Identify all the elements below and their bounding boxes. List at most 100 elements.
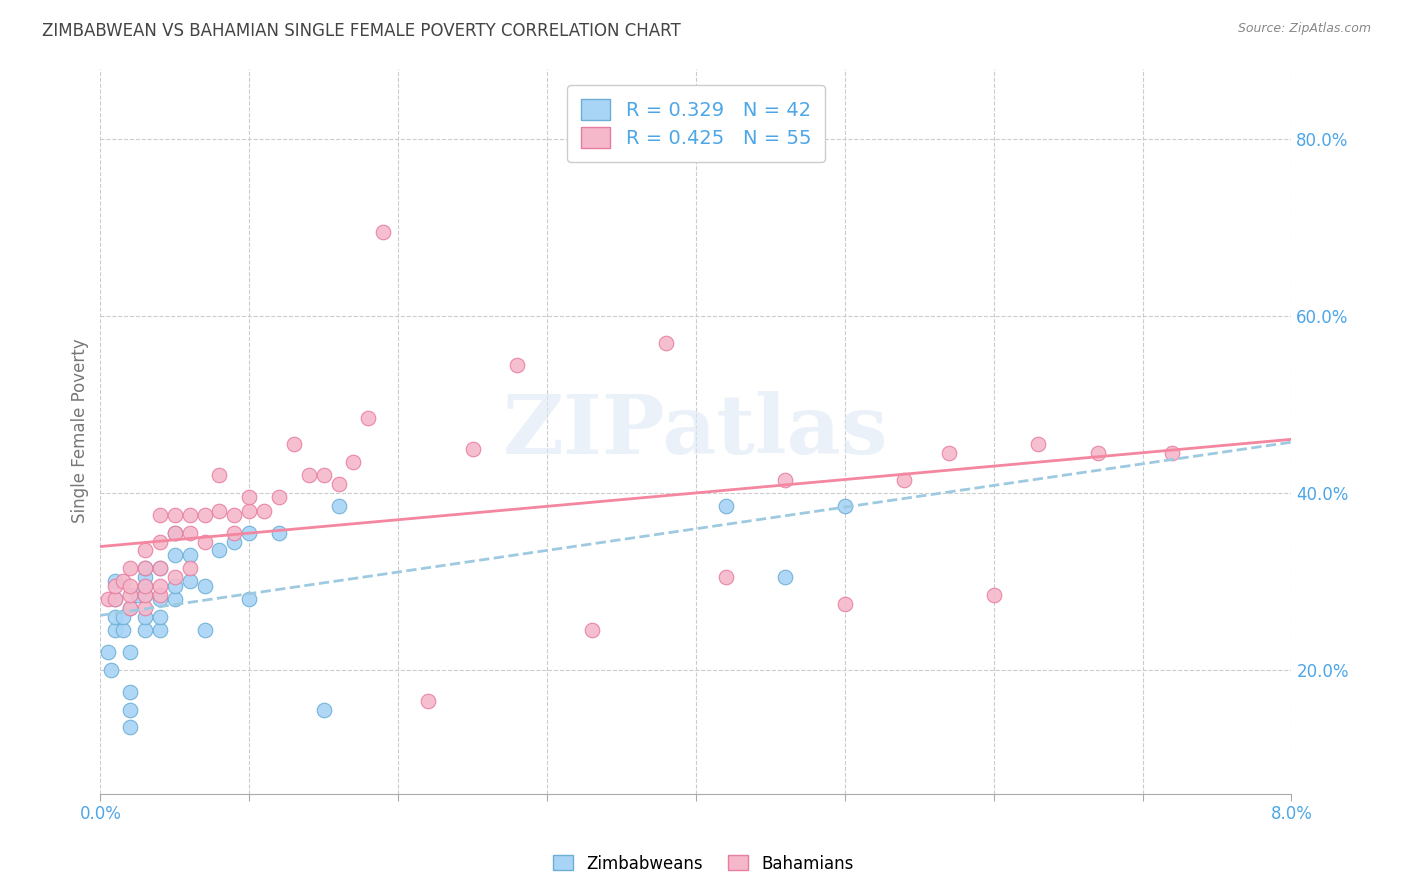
Y-axis label: Single Female Poverty: Single Female Poverty [72,339,89,524]
Point [373,225,395,239]
Point [312,703,335,717]
Point [163,525,186,540]
Point [149,609,172,624]
Point [267,525,290,540]
Point [194,623,217,637]
Point [104,623,127,637]
Point [238,525,260,540]
Point [120,601,142,615]
Point [120,561,142,575]
Point [773,570,796,584]
Point [893,473,915,487]
Point [208,504,231,518]
Point [312,468,335,483]
Point [134,543,156,558]
Point [134,561,156,575]
Point [714,500,737,514]
Point [1028,437,1050,451]
Point [149,623,172,637]
Point [461,442,484,456]
Point [163,579,186,593]
Point [120,645,142,659]
Point [127,588,149,602]
Point [149,579,172,593]
Point [149,588,172,602]
Point [163,570,186,584]
Point [149,508,172,522]
Legend: R = 0.329   N = 42, R = 0.425   N = 55: R = 0.329 N = 42, R = 0.425 N = 55 [567,86,825,162]
Point [238,491,260,505]
Point [179,561,201,575]
Point [179,548,201,562]
Point [194,579,217,593]
Point [111,609,134,624]
Point [111,623,134,637]
Point [104,592,127,607]
Point [581,623,603,637]
Point [655,335,678,350]
Point [149,561,172,575]
Point [714,570,737,584]
Point [983,588,1005,602]
Point [238,504,260,518]
Point [134,601,156,615]
Point [163,525,186,540]
Point [253,504,276,518]
Point [342,455,364,469]
Point [134,570,156,584]
Point [120,588,142,602]
Point [104,609,127,624]
Point [134,588,156,602]
Point [298,468,321,483]
Point [416,694,439,708]
Legend: Zimbabweans, Bahamians: Zimbabweans, Bahamians [546,848,860,880]
Point [163,508,186,522]
Point [120,720,142,734]
Point [1161,446,1184,460]
Point [506,358,529,372]
Point [134,579,156,593]
Point [163,592,186,607]
Point [100,663,122,677]
Point [104,592,127,607]
Text: ZIMBABWEAN VS BAHAMIAN SINGLE FEMALE POVERTY CORRELATION CHART: ZIMBABWEAN VS BAHAMIAN SINGLE FEMALE POV… [42,22,681,40]
Point [224,534,246,549]
Text: ZIPatlas: ZIPatlas [503,391,889,471]
Point [134,609,156,624]
Point [224,508,246,522]
Point [224,525,246,540]
Text: Source: ZipAtlas.com: Source: ZipAtlas.com [1237,22,1371,36]
Point [328,477,350,491]
Point [179,508,201,522]
Point [938,446,960,460]
Point [120,579,142,593]
Point [134,623,156,637]
Point [208,543,231,558]
Point [134,561,156,575]
Point [111,574,134,589]
Point [120,703,142,717]
Point [267,491,290,505]
Point [149,561,172,575]
Point [773,473,796,487]
Point [120,601,142,615]
Point [194,534,217,549]
Point [134,579,156,593]
Point [149,534,172,549]
Point [194,508,217,522]
Point [163,548,186,562]
Point [283,437,305,451]
Point [104,579,127,593]
Point [1087,446,1109,460]
Point [328,500,350,514]
Point [104,574,127,589]
Point [120,685,142,699]
Point [149,592,172,607]
Point [134,588,156,602]
Point [97,592,120,607]
Point [179,574,201,589]
Point [834,500,856,514]
Point [357,410,380,425]
Point [97,645,120,659]
Point [208,468,231,483]
